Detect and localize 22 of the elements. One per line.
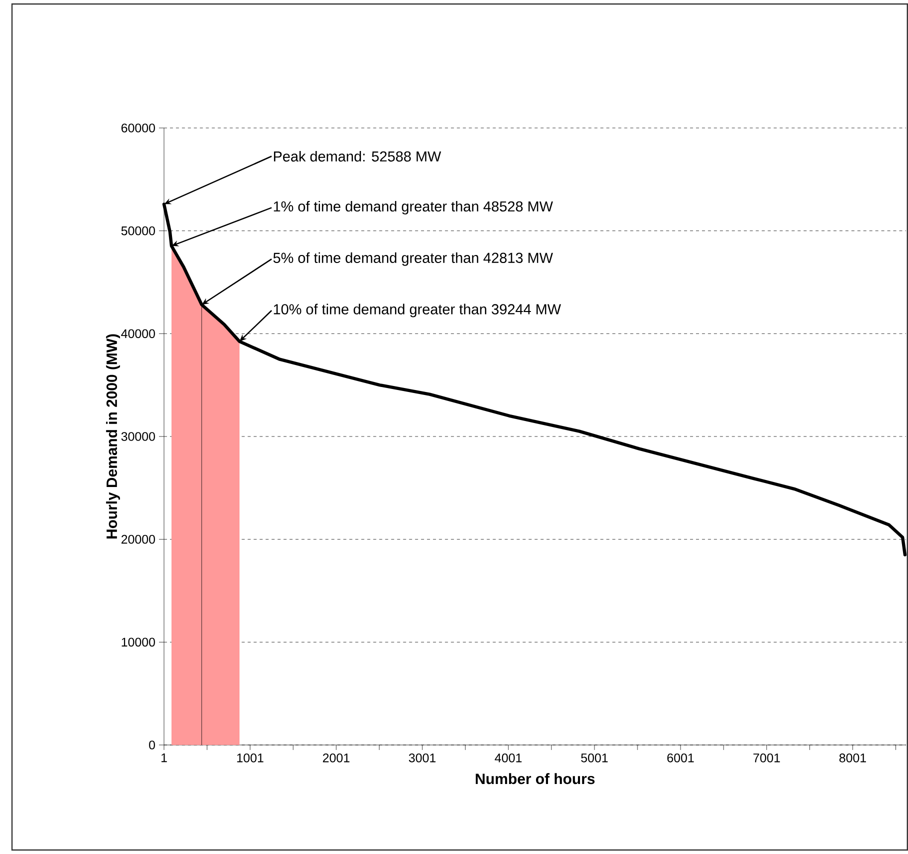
x-tick-label: 2001	[322, 754, 350, 762]
x-axis-title: Number of hours	[476, 773, 595, 784]
x-tick-label: 6001	[667, 754, 694, 762]
y-tick-label: 30000	[121, 432, 155, 441]
x-tick-label: 8001	[839, 754, 866, 762]
y-tick-label: 20000	[121, 534, 155, 544]
x-tick-label: 3001	[408, 754, 436, 762]
x-tick-label: 4001	[494, 754, 522, 762]
y-tick-label: 50000	[121, 226, 155, 236]
y-tick-label: 0	[149, 740, 155, 750]
y-axis-title: Hourly Demand in 2000 (MW)	[106, 334, 120, 538]
annotation: Peak demand: 52588 MW	[274, 150, 442, 162]
y-tick-label: 60000	[121, 124, 155, 132]
annotation: 10% of time demand greater than 39244 MW	[274, 304, 561, 318]
x-tick-label: 5001	[581, 754, 608, 762]
x-tick-label: 1001	[237, 754, 264, 762]
x-tick-label: 7001	[753, 754, 780, 762]
y-tick-label: 10000	[122, 638, 155, 647]
annotation: 5% of time demand greater than 42813 MW	[273, 252, 553, 266]
annotation: 1% of time demand greater than 48528 MW	[274, 200, 553, 214]
y-tick-label: 40000	[121, 329, 155, 338]
x-tick-label: 1	[162, 754, 167, 762]
